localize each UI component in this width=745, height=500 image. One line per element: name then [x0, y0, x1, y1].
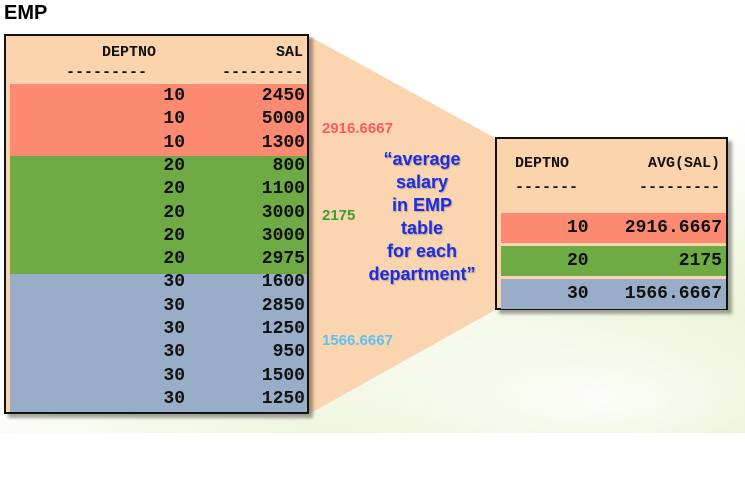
emp-sal: 1250 [261, 319, 305, 339]
emp-deptno: 20 [163, 202, 185, 223]
emp-row: 30 1500 [6, 366, 307, 388]
funnel-connector [309, 36, 497, 414]
emp-row: 30 950 [6, 342, 307, 364]
emp-sal: 1600 [261, 272, 305, 293]
emp-deptno: 20 [163, 249, 185, 270]
emp-row: 30 1600 [6, 272, 307, 294]
emp-sal: 3000 [261, 225, 305, 246]
emp-deptno: 10 [163, 109, 185, 130]
result-deptno: 30 [567, 284, 589, 304]
emp-row: 30 2850 [6, 296, 307, 318]
emp-row: 30 1250 [6, 389, 307, 411]
emp-deptno: 20 [163, 179, 185, 200]
emp-sal: 1100 [261, 179, 305, 200]
emp-row: 30 1250 [6, 319, 307, 341]
emp-row: 10 2450 [6, 86, 307, 108]
emp-deptno: 30 [163, 295, 185, 316]
dept10-band [10, 84, 307, 156]
quote-line: “average [383, 149, 461, 169]
emp-row: 20 3000 [6, 203, 307, 225]
emp-deptno: 30 [163, 388, 185, 409]
emp-deptno: 20 [163, 155, 185, 176]
emp-row: 20 3000 [6, 226, 307, 248]
quote-line: table [400, 218, 443, 238]
emp-title: EMP [4, 2, 48, 24]
dept30-band [10, 274, 307, 412]
emp-deptno: 30 [163, 365, 185, 386]
result-col-avg: AVG(SAL) [647, 155, 720, 172]
emp-deptno: 10 [163, 132, 185, 153]
emp-row: 20 2975 [6, 249, 307, 271]
result-avg: 1566.6667 [624, 284, 722, 304]
result-deptno: 10 [567, 218, 589, 238]
emp-sal: 2450 [261, 86, 305, 106]
result-col-deptno: DEPTNO [515, 155, 570, 172]
emp-row: 20 1100 [6, 179, 307, 201]
result-avg: 2916.6667 [624, 218, 722, 238]
emp-sal: 5000 [261, 109, 305, 130]
emp-sal: 2850 [261, 295, 305, 316]
emp-dash-sal: --------- [221, 64, 303, 81]
emp-deptno: 10 [163, 86, 185, 106]
quote-line: in EMP [391, 195, 452, 215]
emp-sal: 1300 [261, 132, 305, 153]
emp-deptno: 30 [163, 272, 185, 293]
avg-dept30-label: 1566.6667 [322, 332, 393, 349]
emp-col-sal: SAL [275, 44, 303, 61]
emp-row: 10 5000 [6, 109, 307, 131]
emp-sal: 1250 [261, 388, 305, 409]
dept20-band [10, 156, 307, 274]
emp-sal: 950 [272, 342, 305, 363]
emp-row: 20 800 [6, 156, 307, 178]
avg-dept20-label: 2175 [322, 207, 356, 224]
quote-line: salary [395, 172, 449, 192]
result-deptno: 20 [567, 251, 589, 271]
result-row: 20 2175 [501, 246, 726, 276]
emp-sal: 1500 [261, 365, 305, 386]
result-table: DEPTNO AVG(SAL) ------- --------- 10 291… [495, 137, 728, 310]
emp-sal: 2975 [261, 249, 305, 270]
result-row: 30 1566.6667 [501, 279, 726, 309]
emp-deptno: 30 [163, 319, 185, 339]
emp-deptno: 30 [163, 342, 185, 363]
result-dash-deptno: ------- [515, 179, 579, 196]
avg-dept10-label: 2916.6667 [322, 120, 393, 137]
emp-table: DEPTNO SAL --------- --------- 10 2450 10 5… [4, 34, 309, 414]
result-dash-avg: --------- [638, 179, 720, 196]
average-salary-quote: “average salary in EMP table for each de… [352, 148, 492, 286]
result-row: 10 2916.6667 [501, 213, 726, 243]
emp-col-deptno: DEPTNO [102, 44, 157, 61]
emp-dash-deptno: --------- [66, 64, 148, 81]
result-avg: 2175 [678, 251, 722, 271]
emp-sal: 3000 [261, 202, 305, 223]
quote-line: department” [368, 264, 476, 284]
emp-deptno: 20 [163, 225, 185, 246]
emp-row: 10 1300 [6, 133, 307, 155]
emp-sal: 800 [272, 155, 305, 176]
quote-line: for each [386, 241, 458, 261]
